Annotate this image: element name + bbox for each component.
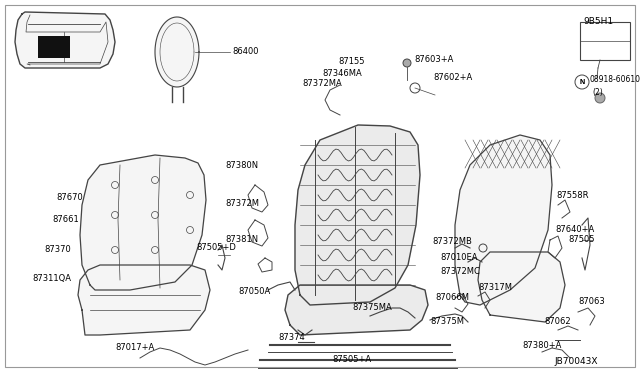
Text: 87050A: 87050A (238, 288, 270, 296)
Text: 87311QA: 87311QA (32, 273, 71, 282)
Text: 87661: 87661 (52, 215, 79, 224)
Text: 87372M: 87372M (225, 199, 259, 208)
Text: N: N (579, 79, 584, 85)
Text: 87380N: 87380N (225, 160, 258, 170)
Text: 87505+A: 87505+A (332, 356, 372, 365)
Bar (38, 36, 70, 58)
Text: 87010EA: 87010EA (440, 253, 477, 263)
Text: 87372MC: 87372MC (440, 267, 480, 276)
Text: 87346MA: 87346MA (322, 70, 362, 78)
Polygon shape (78, 265, 210, 335)
Text: (2): (2) (592, 87, 603, 96)
Text: 86400: 86400 (232, 48, 259, 57)
Polygon shape (295, 125, 420, 305)
Text: 87375MA: 87375MA (352, 304, 392, 312)
Text: 87066M: 87066M (435, 294, 469, 302)
Text: 87505: 87505 (568, 235, 595, 244)
Text: 87155: 87155 (338, 58, 365, 67)
Text: 9B5H1: 9B5H1 (583, 17, 613, 26)
Text: 87558R: 87558R (556, 190, 589, 199)
Text: 87602+A: 87602+A (433, 74, 472, 83)
Text: N: N (579, 79, 584, 85)
Text: 87317M: 87317M (478, 283, 512, 292)
Polygon shape (478, 252, 565, 322)
Polygon shape (455, 135, 552, 305)
Text: 87381N: 87381N (225, 235, 258, 244)
Circle shape (403, 59, 411, 67)
Text: 87062: 87062 (544, 317, 571, 327)
Text: 08918-60610: 08918-60610 (590, 76, 640, 84)
Bar (580, 22, 630, 60)
Polygon shape (155, 17, 199, 87)
Polygon shape (80, 155, 206, 290)
Text: 87370: 87370 (44, 246, 71, 254)
Text: 87603+A: 87603+A (414, 55, 453, 64)
Text: 87640+A: 87640+A (555, 225, 595, 234)
Text: JB70043X: JB70043X (554, 357, 598, 366)
Text: 87374: 87374 (278, 334, 305, 343)
Text: 87017+A: 87017+A (115, 343, 154, 353)
Text: 87380+A: 87380+A (522, 340, 561, 350)
Text: 87063: 87063 (578, 298, 605, 307)
Circle shape (595, 93, 605, 103)
Text: 87372MB: 87372MB (432, 237, 472, 247)
Text: 87670: 87670 (56, 193, 83, 202)
Polygon shape (285, 285, 428, 335)
Polygon shape (15, 12, 115, 68)
Text: 87372MA: 87372MA (302, 80, 342, 89)
Text: 87375M: 87375M (430, 317, 464, 327)
Text: 87505+D: 87505+D (196, 244, 236, 253)
